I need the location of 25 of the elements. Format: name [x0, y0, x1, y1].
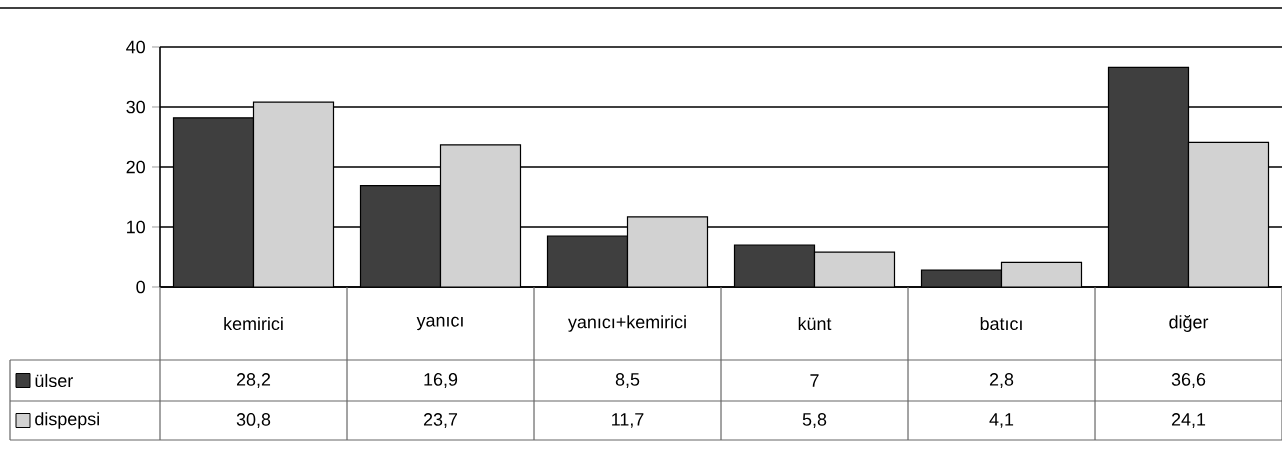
x-tick-label: künt	[798, 316, 832, 331]
data-label: 11,7	[612, 413, 644, 428]
y-tick-label: 20	[126, 160, 145, 174]
legend-label: ülser	[35, 373, 73, 388]
data-label: 8,5	[615, 373, 640, 388]
data-label: 4,1	[989, 413, 1014, 428]
data-label: 2,8	[989, 373, 1014, 388]
y-tick-label: 40	[126, 40, 145, 54]
data-label: 24,1	[1171, 413, 1206, 428]
data-label: 23,7	[423, 413, 458, 428]
data-label: 28,2	[236, 373, 271, 388]
x-tick-label: kemirici	[224, 316, 283, 331]
x-tick-label: yanıcı+kemirici	[568, 315, 686, 332]
data-label: 7	[810, 374, 819, 387]
data-label: 30,8	[236, 413, 271, 428]
x-tick-label: batıcı	[980, 316, 1022, 331]
data-label: 36,6	[1171, 373, 1206, 388]
y-tick-label: 10	[127, 220, 145, 234]
data-label: 16,9	[424, 373, 458, 388]
y-tick-label: 0	[136, 280, 145, 294]
data-label: 5,8	[802, 413, 827, 428]
x-tick-label: yanıcı	[416, 316, 463, 331]
y-tick-label: 30	[126, 100, 145, 114]
legend-label: dispepsi	[35, 412, 99, 429]
x-tick-label: diğer	[1169, 315, 1209, 332]
